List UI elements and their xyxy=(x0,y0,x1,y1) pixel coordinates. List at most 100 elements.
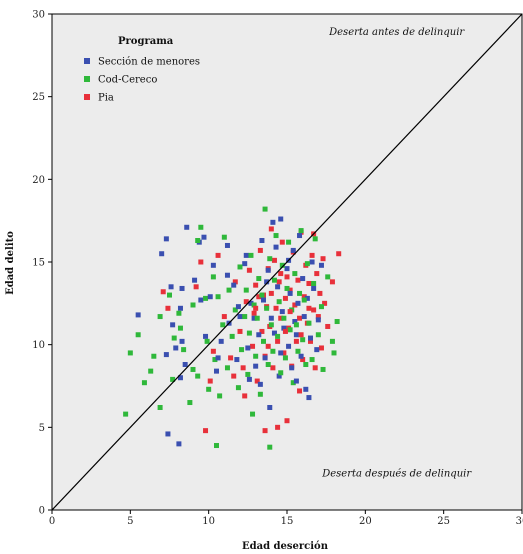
scatter-point xyxy=(329,279,335,285)
scatter-point xyxy=(177,325,183,331)
scatter-point xyxy=(231,282,237,288)
scatter-point xyxy=(163,236,169,242)
scatter-point xyxy=(198,259,204,265)
scatter-point xyxy=(300,276,306,282)
y-tick-label: 15 xyxy=(32,258,45,269)
scatter-point xyxy=(193,284,199,290)
annotation-label: Deserta después de delinquir xyxy=(321,469,472,480)
scatter-point xyxy=(256,276,262,282)
scatter-point xyxy=(295,277,301,283)
scatter-point xyxy=(243,252,249,258)
scatter-point xyxy=(245,345,251,351)
scatter-point xyxy=(243,287,249,293)
scatter-point xyxy=(311,307,317,313)
scatter-point xyxy=(228,355,234,361)
scatter-point xyxy=(279,262,285,268)
x-tick-label: 0 xyxy=(49,516,55,527)
x-tick-label: 10 xyxy=(202,516,215,527)
scatter-point xyxy=(224,242,230,248)
scatter-point xyxy=(184,224,190,230)
scatter-point xyxy=(179,338,185,344)
scatter-point xyxy=(237,264,243,270)
scatter-point xyxy=(265,267,271,273)
scatter-point xyxy=(264,305,270,311)
scatter-point xyxy=(160,289,166,295)
scatter-point xyxy=(235,385,241,391)
annotations: Deserta antes de delinquir Deserta despué… xyxy=(321,27,472,479)
scatter-point xyxy=(287,327,293,333)
scatter-point xyxy=(171,335,177,341)
annotation-label: Deserta antes de delinquir xyxy=(328,27,465,38)
scatter-point xyxy=(290,247,296,253)
scatter-point xyxy=(306,320,312,326)
scatter-point xyxy=(293,322,299,328)
scatter-point xyxy=(309,357,315,363)
scatter-point xyxy=(268,290,274,296)
legend-title: Programa xyxy=(118,36,174,47)
scatter-point xyxy=(297,290,303,296)
scatter-point xyxy=(179,285,185,291)
scatter-point xyxy=(306,395,312,401)
scatter-point xyxy=(331,350,337,356)
scatter-point xyxy=(167,292,172,298)
scatter-point xyxy=(229,333,235,339)
scatter-point xyxy=(281,315,287,321)
scatter-point xyxy=(246,330,252,336)
scatter-point xyxy=(256,332,262,338)
scatter-point xyxy=(245,371,251,377)
scatter-point xyxy=(275,333,281,339)
scatter-point xyxy=(278,350,284,356)
scatter-point xyxy=(276,373,282,379)
scatter-point xyxy=(318,345,324,351)
scatter-point xyxy=(218,338,224,344)
scatter-point xyxy=(308,335,313,341)
data-points xyxy=(123,206,342,450)
scatter-point xyxy=(312,365,318,371)
scatter-point xyxy=(301,314,307,320)
scatter-point xyxy=(262,206,268,212)
scatter-point xyxy=(334,319,340,325)
scatter-point xyxy=(246,267,252,273)
legend-swatch xyxy=(84,76,90,82)
scatter-point xyxy=(273,244,279,250)
scatter-point xyxy=(251,302,257,308)
reference-diagonal-line xyxy=(51,13,523,511)
scatter-point xyxy=(295,300,301,306)
scatter-point xyxy=(262,428,268,434)
scatter-point xyxy=(217,393,223,399)
scatter-point xyxy=(170,376,176,382)
y-tick-label: 5 xyxy=(39,423,45,434)
scatter-point xyxy=(257,381,263,387)
scatter-point xyxy=(279,239,285,245)
scatter-point xyxy=(226,287,232,293)
scatter-point xyxy=(265,343,271,349)
scatter-point xyxy=(270,219,276,225)
scatter-point xyxy=(231,373,237,379)
scatter-point xyxy=(303,362,309,368)
scatter-point xyxy=(267,444,273,450)
scatter-point xyxy=(259,238,265,244)
scatter-point xyxy=(268,322,274,328)
scatter-point xyxy=(318,262,324,268)
scatter-point xyxy=(210,348,216,354)
scatter-point xyxy=(292,271,298,277)
scatter-point xyxy=(151,353,157,359)
scatter-point xyxy=(320,366,326,372)
scatter-point xyxy=(282,328,288,334)
scatter-point xyxy=(123,411,129,417)
scatter-point xyxy=(192,277,198,283)
scatter-point xyxy=(203,333,209,339)
scatter-point xyxy=(251,310,257,316)
y-tick-label: 10 xyxy=(32,340,45,351)
scatter-point xyxy=(261,297,266,303)
scatter-point xyxy=(293,378,299,384)
scatter-point xyxy=(195,373,201,379)
scatter-point xyxy=(250,411,256,417)
scatter-point xyxy=(248,300,254,306)
scatter-point xyxy=(190,302,196,308)
scatter-point xyxy=(187,400,193,406)
scatter-point xyxy=(292,302,298,308)
scatter-point xyxy=(301,294,307,300)
scatter-point xyxy=(286,239,292,245)
scatter-point xyxy=(170,322,176,328)
